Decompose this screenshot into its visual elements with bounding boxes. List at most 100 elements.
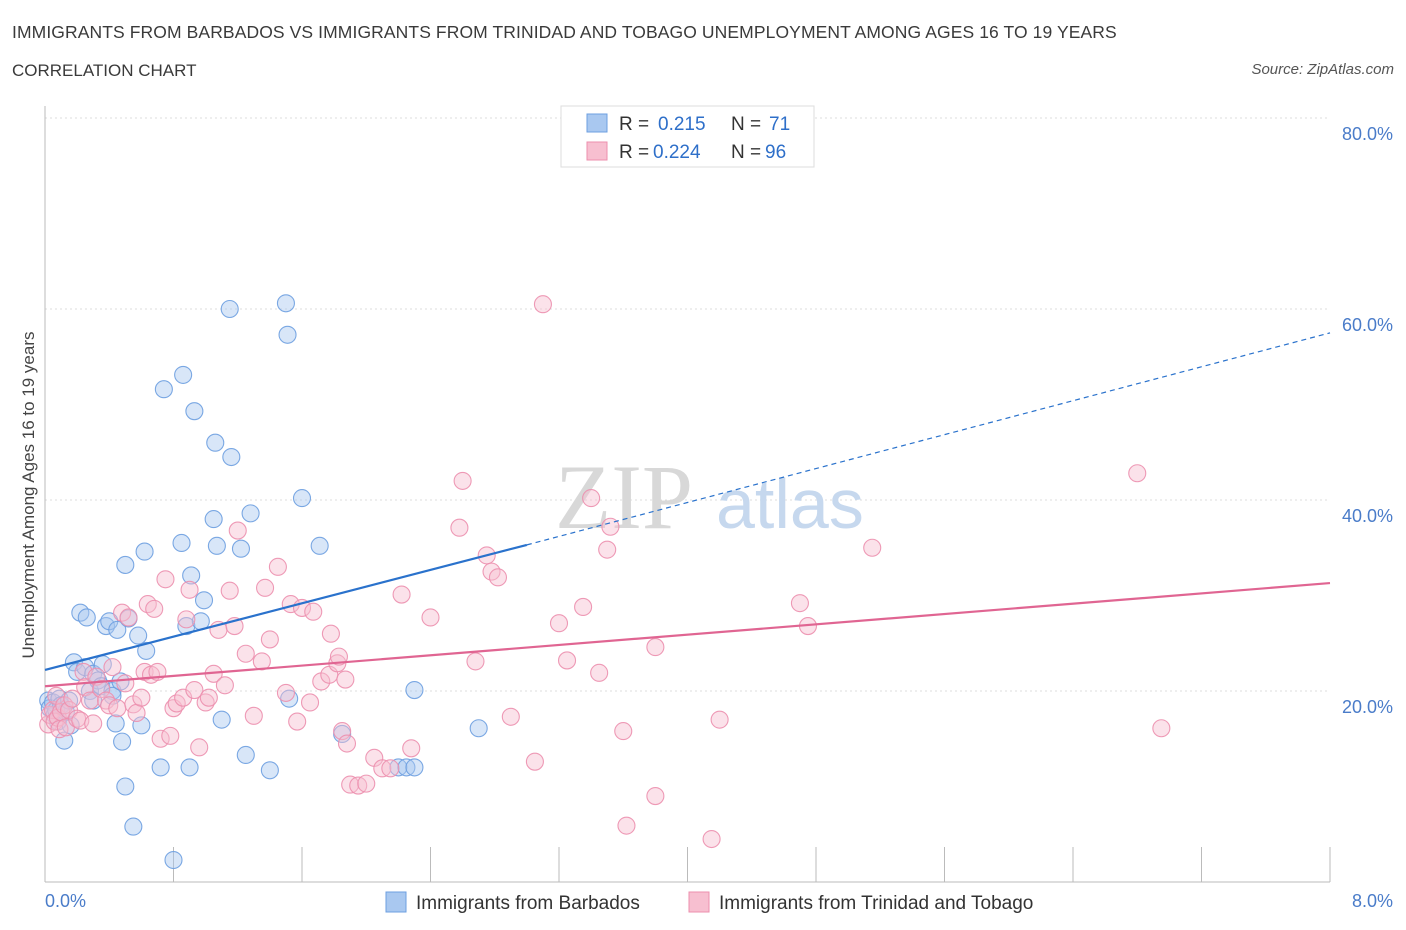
barbados-point — [124, 817, 143, 836]
barbados-point — [135, 542, 154, 561]
tt-point — [236, 644, 255, 663]
tt-point — [450, 518, 469, 537]
tt-point — [190, 738, 209, 757]
legend-r-label-tt: R = — [619, 142, 649, 163]
tt-point — [304, 602, 323, 621]
legend-n-value-barbados: 71 — [769, 114, 790, 135]
tt-point — [710, 710, 729, 729]
barbados-point — [164, 850, 183, 870]
series-legend-label-barbados: Immigrants from Barbados — [416, 893, 640, 914]
barbados-point — [151, 758, 170, 777]
legend-swatch-barbados — [586, 113, 608, 133]
barbados-point — [310, 536, 329, 555]
barbados-point — [116, 555, 135, 574]
tt-point — [549, 614, 569, 633]
tt-point — [103, 658, 122, 677]
tt-point — [357, 774, 376, 793]
tt-point — [180, 580, 199, 599]
tt-point — [161, 726, 180, 745]
chart-title: IMMIGRANTS FROM BARBADOS VS IMMIGRANTS F… — [12, 22, 1117, 42]
tt-point — [300, 693, 320, 712]
barbados-point — [182, 566, 201, 585]
tt-point — [199, 688, 218, 707]
barbados-point — [77, 608, 96, 627]
tt-point — [392, 585, 411, 604]
barbados-point — [174, 365, 193, 384]
watermark-zip: ZIP — [555, 446, 693, 548]
barbados-point — [405, 758, 424, 777]
tt-point — [702, 829, 721, 849]
legend-n-value-tt: 96 — [765, 142, 786, 163]
x-tick-label-min: 0.0% — [45, 891, 86, 911]
tt-point — [185, 680, 204, 700]
tt-point — [601, 517, 620, 536]
y-tick-label-80: 80.0% — [1342, 124, 1393, 144]
tt-point — [80, 691, 100, 710]
tt-point — [488, 568, 508, 587]
barbados-point — [220, 299, 239, 319]
tt-point — [288, 712, 307, 731]
tt-point — [590, 663, 609, 682]
legend-n-label-tt: N = — [731, 142, 761, 163]
tt-point — [260, 630, 279, 649]
watermark: ZIP atlas — [555, 446, 864, 548]
barbados-point — [469, 719, 488, 738]
tt-point — [533, 295, 552, 314]
trendline-barbados-extension — [526, 332, 1331, 546]
tt-point — [145, 599, 164, 618]
barbados-point — [55, 731, 74, 750]
barbados-point — [177, 617, 196, 636]
tt-point — [215, 676, 234, 695]
tt-point — [256, 578, 275, 597]
trendline-tt — [44, 581, 1331, 688]
tt-point — [119, 608, 138, 627]
tt-point — [196, 693, 215, 712]
barbados-point — [241, 504, 260, 523]
tt-point — [276, 683, 295, 702]
barbados-point — [276, 294, 295, 313]
legend-swatch-tt — [586, 141, 608, 161]
points-layer — [39, 294, 1171, 870]
barbados-point — [113, 732, 132, 751]
series-legend: Immigrants from Barbados Immigrants from… — [385, 891, 1033, 914]
tt-point — [244, 706, 263, 725]
tt-point — [63, 689, 82, 708]
tt-point — [132, 688, 151, 707]
tt-point — [92, 680, 111, 699]
barbados-point — [405, 680, 424, 700]
legend-r-value-tt: 0.224 — [653, 142, 701, 163]
tt-point — [156, 570, 175, 589]
tt-point — [790, 594, 809, 613]
tt-point — [177, 610, 196, 629]
series-legend-swatch-tt — [688, 891, 710, 913]
barbados-point — [207, 536, 226, 555]
axis-layer: 20.0% 40.0% 60.0% 80.0% — [44, 106, 1393, 883]
tt-point — [617, 816, 636, 835]
barbados-point — [129, 626, 148, 645]
tt-point — [598, 540, 617, 559]
y-tick-label-20: 20.0% — [1342, 697, 1393, 717]
barbados-point — [204, 510, 223, 529]
trend-layer — [44, 332, 1331, 688]
barbados-point — [154, 380, 173, 399]
tt-point — [381, 759, 400, 778]
barbados-point — [116, 777, 135, 796]
tt-point — [127, 703, 146, 723]
barbados-point — [280, 689, 299, 708]
barbados-point — [96, 617, 116, 636]
tt-point — [453, 471, 472, 490]
y-axis-title: Unemployment Among Ages 16 to 19 years — [19, 332, 38, 659]
barbados-point — [236, 745, 255, 765]
tt-point — [329, 647, 348, 666]
tt-point — [321, 624, 340, 643]
tt-point — [582, 489, 601, 508]
barbados-point — [185, 402, 204, 421]
tt-point — [646, 786, 665, 806]
barbados-point — [206, 433, 225, 452]
watermark-atlas: atlas — [716, 465, 864, 543]
x-tick-label-max: 8.0% — [1352, 891, 1393, 911]
barbados-point — [212, 710, 231, 729]
tt-point — [337, 734, 357, 753]
barbados-point — [106, 714, 125, 733]
